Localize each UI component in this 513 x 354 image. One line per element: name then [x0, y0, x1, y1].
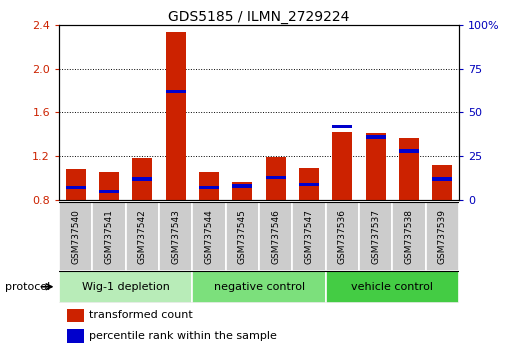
- Bar: [132, 158, 152, 200]
- Bar: [266, 176, 286, 179]
- Bar: [99, 172, 119, 200]
- Text: GSM737536: GSM737536: [338, 209, 347, 264]
- Bar: [66, 186, 86, 189]
- Text: protocol: protocol: [5, 282, 50, 292]
- Bar: [126, 202, 159, 271]
- Bar: [432, 165, 452, 200]
- Title: GDS5185 / ILMN_2729224: GDS5185 / ILMN_2729224: [168, 10, 350, 24]
- Bar: [326, 271, 459, 303]
- Bar: [226, 202, 259, 271]
- Bar: [99, 190, 119, 193]
- Text: GSM737538: GSM737538: [405, 209, 413, 264]
- Bar: [199, 172, 219, 200]
- Bar: [426, 202, 459, 271]
- Bar: [326, 202, 359, 271]
- Text: negative control: negative control: [213, 282, 305, 292]
- Bar: [67, 309, 84, 322]
- Bar: [432, 177, 452, 181]
- Text: GSM737547: GSM737547: [305, 209, 313, 264]
- Text: GSM737545: GSM737545: [238, 209, 247, 264]
- Bar: [332, 125, 352, 128]
- Text: vehicle control: vehicle control: [351, 282, 433, 292]
- Bar: [366, 133, 386, 200]
- Bar: [232, 183, 252, 200]
- Text: GSM737540: GSM737540: [71, 209, 80, 264]
- Bar: [232, 184, 252, 188]
- Bar: [392, 202, 426, 271]
- Bar: [359, 202, 392, 271]
- Text: Wig-1 depletion: Wig-1 depletion: [82, 282, 170, 292]
- Bar: [159, 202, 192, 271]
- Bar: [292, 202, 326, 271]
- Bar: [199, 186, 219, 189]
- Text: GSM737543: GSM737543: [171, 209, 180, 264]
- Bar: [192, 271, 326, 303]
- Bar: [399, 138, 419, 200]
- Bar: [66, 169, 86, 200]
- Bar: [192, 202, 226, 271]
- Text: percentile rank within the sample: percentile rank within the sample: [89, 331, 277, 341]
- Bar: [166, 33, 186, 200]
- Bar: [59, 271, 192, 303]
- Text: GSM737544: GSM737544: [205, 209, 213, 264]
- Text: GSM737542: GSM737542: [138, 209, 147, 264]
- Text: GSM737537: GSM737537: [371, 209, 380, 264]
- Bar: [399, 149, 419, 153]
- Bar: [332, 132, 352, 200]
- Text: GSM737546: GSM737546: [271, 209, 280, 264]
- Bar: [299, 168, 319, 200]
- Bar: [299, 183, 319, 186]
- Text: GSM737539: GSM737539: [438, 209, 447, 264]
- Bar: [59, 202, 92, 271]
- Bar: [67, 329, 84, 343]
- Bar: [92, 202, 126, 271]
- Bar: [366, 135, 386, 138]
- Bar: [166, 90, 186, 93]
- Text: GSM737541: GSM737541: [105, 209, 113, 264]
- Bar: [266, 157, 286, 200]
- Bar: [259, 202, 292, 271]
- Text: transformed count: transformed count: [89, 310, 192, 320]
- Bar: [132, 177, 152, 181]
